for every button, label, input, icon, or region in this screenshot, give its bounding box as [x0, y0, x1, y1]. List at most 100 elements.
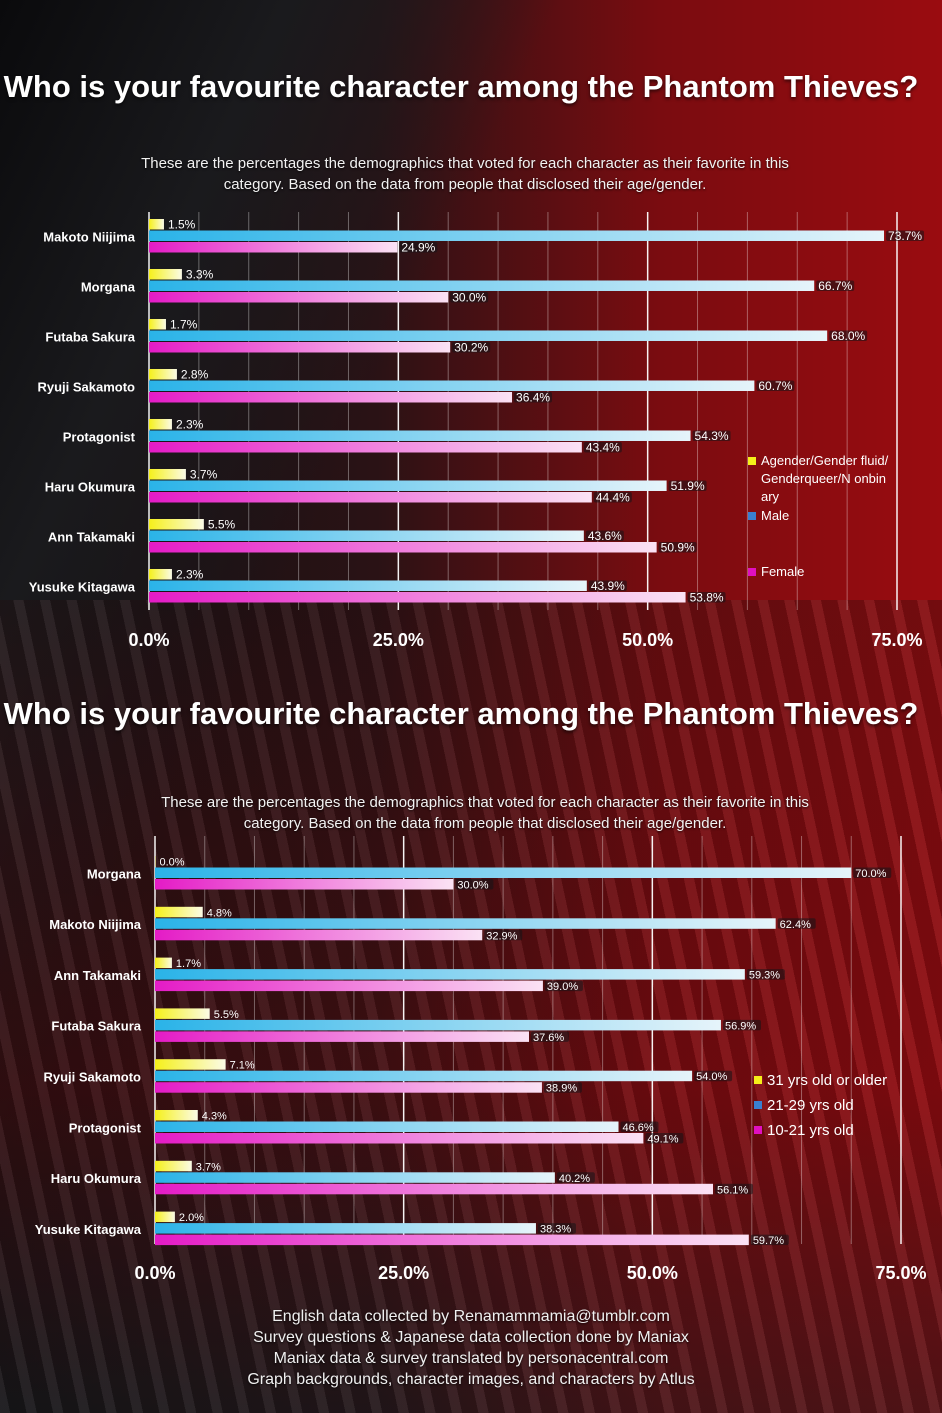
gender-data-label: 44.4% — [596, 491, 630, 505]
legend-swatch-agender — [748, 457, 756, 465]
gender-data-label-bg — [829, 330, 868, 341]
gender-data-label: 51.9% — [671, 479, 705, 493]
age-data-label: 56.9% — [725, 1020, 756, 1032]
gender-x-tick-label: 25.0% — [373, 630, 424, 650]
gender-bar-s2 — [149, 292, 449, 303]
age-data-label: 49.1% — [647, 1134, 678, 1146]
age-data-label: 0.0% — [160, 857, 185, 869]
legend-item-10-21: 10-21 yrs old — [754, 1118, 924, 1143]
chart-age-plot: 0.0% 25.0% 50.0% 75.0% Morgana 0.0% 70.0% 30.0%… — [35, 836, 927, 1283]
age-bar-s1 — [155, 1223, 536, 1234]
gender-data-label: 30.0% — [452, 291, 486, 305]
age-data-label: 3.7% — [196, 1161, 221, 1173]
legend-item-21-29: 21-29 yrs old — [754, 1093, 924, 1118]
age-data-label-bg — [746, 969, 785, 980]
age-x-tick-label: 0.0% — [134, 1263, 175, 1283]
gender-bar-s2 — [149, 492, 592, 503]
gender-data-label-bg — [588, 580, 627, 591]
gender-bar-s0 — [149, 319, 166, 330]
gender-data-label: 66.7% — [818, 279, 852, 293]
age-category-label: Yusuke Kitagawa — [35, 1222, 142, 1237]
age-x-tick-label: 25.0% — [378, 1263, 429, 1283]
gender-bar-s1 — [149, 580, 587, 591]
gender-bar-s0 — [149, 519, 204, 530]
gender-bar-s2 — [149, 242, 398, 253]
legend-label-female: Female — [761, 564, 805, 579]
age-data-label-bg — [556, 1172, 595, 1183]
age-data-label: 38.3% — [540, 1224, 571, 1236]
legend-item-agender: Agender/Gender fluid/Genderqueer/N onbin… — [748, 452, 893, 506]
age-data-label: 39.0% — [547, 981, 578, 993]
gender-category-label: Protagonist — [63, 429, 136, 444]
age-bar-s2 — [155, 1234, 749, 1246]
chart-gender-title: Who is your favourite character among th… — [3, 69, 919, 104]
age-data-label: 70.0% — [855, 868, 886, 880]
gender-bar-s0 — [149, 469, 186, 480]
age-bar-s2 — [155, 1183, 714, 1195]
age-data-label-bg — [543, 1082, 582, 1093]
gender-x-tick-label: 50.0% — [622, 630, 673, 650]
credits-footer: English data collected by Renamammamia@t… — [0, 1306, 942, 1390]
gender-data-label-bg — [452, 342, 491, 353]
age-bar-s2 — [155, 1133, 644, 1144]
gender-bar-s2 — [149, 442, 582, 453]
age-bar-s0 — [155, 1008, 210, 1019]
gender-data-label: 36.4% — [516, 391, 550, 405]
age-category-label: Ann Takamaki — [54, 968, 141, 983]
age-bar-s0 — [155, 906, 203, 918]
age-bar-s1 — [155, 1121, 619, 1132]
gender-bar-s1 — [149, 230, 885, 241]
age-data-label: 32.9% — [486, 930, 517, 942]
gender-bar-s2 — [149, 542, 657, 553]
age-data-label: 37.6% — [533, 1032, 564, 1044]
gender-data-label: 24.9% — [401, 241, 435, 255]
gender-data-label-bg — [816, 280, 855, 291]
age-data-label-bg — [484, 929, 523, 941]
gender-data-label-bg — [514, 392, 553, 403]
legend-swatch-male — [748, 512, 756, 520]
gender-data-label: 54.3% — [695, 429, 729, 443]
gender-data-label: 2.8% — [181, 368, 209, 382]
legend-label-10-21: 10-21 yrs old — [767, 1122, 854, 1139]
credit-line-1: English data collected by Renamammamia@t… — [272, 1308, 670, 1325]
gender-data-label-bg — [450, 292, 489, 303]
chart-age-title: Who is your favourite character among th… — [3, 696, 919, 731]
gender-category-label: Haru Okumura — [45, 479, 136, 494]
age-data-label: 2.0% — [179, 1212, 204, 1224]
legend-swatch-31-plus — [754, 1076, 762, 1084]
age-bar-s1 — [155, 867, 852, 878]
age-category-label: Haru Okumura — [51, 1171, 142, 1186]
chart-age-subtitle: These are the percentages the demographi… — [161, 794, 809, 832]
legend-label-male: Male — [761, 508, 790, 523]
chart-gender-legend: Agender/Gender fluid/Genderqueer/N onbin… — [748, 452, 893, 581]
age-data-label: 46.6% — [623, 1122, 654, 1134]
chart-age-legend: 31 yrs old or older 21-29 yrs old 10-21 … — [754, 1068, 924, 1143]
gender-data-label-bg — [886, 230, 925, 241]
gender-bar-s0 — [149, 419, 172, 430]
chart-gender-plot: 0.0% 25.0% 50.0% 75.0% Makoto Niijima 1.5% 73.… — [29, 212, 925, 650]
legend-swatch-21-29 — [754, 1101, 762, 1109]
legend-swatch-10-21 — [754, 1126, 762, 1134]
legend-label-31-plus: 31 yrs old or older — [767, 1072, 888, 1089]
age-bar-s2 — [155, 929, 483, 941]
gender-data-label: 50.9% — [661, 541, 695, 555]
age-bar-s2 — [155, 1031, 529, 1042]
gender-data-label: 60.7% — [758, 379, 792, 393]
gender-bar-s0 — [149, 569, 172, 580]
age-data-label-bg — [455, 879, 494, 890]
age-category-label: Protagonist — [69, 1120, 142, 1135]
gender-data-label-bg — [399, 242, 438, 253]
age-data-label-bg — [530, 1031, 569, 1042]
gender-data-label: 43.4% — [586, 441, 620, 455]
gender-data-label: 43.6% — [588, 529, 622, 543]
gender-bar-s0 — [149, 369, 177, 380]
chart-gender-subtitle: These are the percentages the demographi… — [141, 155, 789, 193]
gender-data-label: 53.8% — [690, 591, 724, 605]
gender-bar-s0 — [149, 269, 182, 280]
background-stairs — [0, 600, 942, 1413]
age-bar-s2 — [155, 980, 543, 992]
gender-data-label: 30.2% — [454, 341, 488, 355]
gender-bar-s1 — [149, 480, 667, 491]
gender-category-label: Yusuke Kitagawa — [29, 579, 136, 594]
age-x-tick-label: 75.0% — [875, 1263, 926, 1283]
